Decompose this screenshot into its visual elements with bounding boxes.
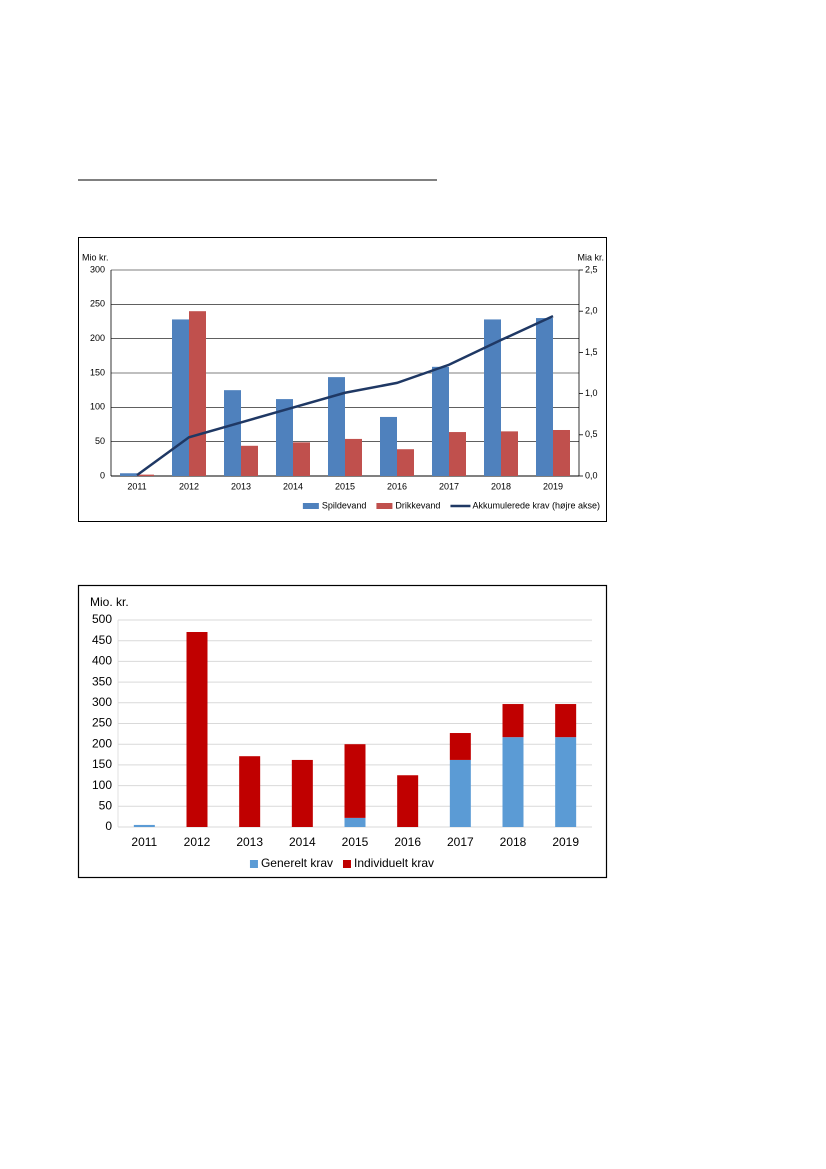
bar-segment [186,632,208,827]
legend-swatch [376,503,393,509]
y-tick-label: 250 [92,716,112,730]
bar-segment [502,737,524,827]
x-tick-label: 2016 [387,481,407,491]
bar [224,390,241,476]
bar [189,311,206,476]
bar [380,416,397,476]
x-tick-label: 2014 [289,835,316,849]
y-tick-label: 150 [90,367,105,377]
bar [241,445,258,476]
y-tick-label: 500 [92,612,112,626]
bar-segment [555,737,577,827]
y-tick-label: 200 [90,333,105,343]
y2-tick-label: 0,0 [585,470,598,480]
bar-segment [502,704,524,738]
x-tick-label: 2011 [131,835,157,849]
y2-axis-unit: Mia kr. [577,252,604,262]
bar [120,473,137,476]
bar [328,377,345,476]
legend: Spildevand Drikkevand Akkumulerede krav (h… [302,500,600,510]
y-tick-label: 100 [92,778,112,792]
bar [484,319,501,476]
bar [276,399,293,476]
legend-label: Drikkevand [395,500,440,510]
legend-label: Akkumulerede krav (højre akse) [472,500,600,510]
bar [172,319,189,476]
x-tick-label: 2017 [439,481,459,491]
line-series [136,315,554,477]
chart: Mio. kr. 0 50 100 150 200 250 300 350 400 450 500 20… [90,595,592,870]
y-tick-label: 50 [99,798,113,812]
bar-segment [344,744,366,818]
y-tick-label: 0 [100,470,105,480]
bar [536,318,553,476]
y-tick-label: 300 [90,264,105,274]
y-tick-label: 300 [92,695,112,709]
bar-segment [397,775,419,827]
bar [449,432,466,476]
bar-segment [291,759,313,827]
legend-label: Spildevand [322,500,367,510]
y-tick-label: 0 [105,819,112,833]
y2-tick-label: 2,0 [585,306,598,316]
y-tick-label: 350 [92,674,112,688]
x-tick-label: 2012 [184,835,211,849]
y2-tick-label: 1,0 [585,388,598,398]
y-tick-label: 50 [95,436,105,446]
chart-frame [77,584,608,879]
y2-tick-label: 2,5 [585,264,598,274]
bar-segment [133,824,155,827]
y-tick-label: 150 [92,757,112,771]
chart-frame [78,237,607,522]
x-tick-label: 2017 [447,835,474,849]
bar-segment [344,817,366,827]
bar [293,442,310,476]
y2-tick-label: 0,5 [585,429,598,439]
x-tick-label: 2013 [231,481,251,491]
y-tick-label: 400 [92,654,112,668]
x-tick-label: 2013 [236,835,263,849]
bar [432,366,449,476]
legend-label: Generelt krav [261,856,333,870]
legend-swatch [342,860,351,868]
bar-segment [449,733,471,760]
chart: Mio kr. Mia kr. 0 50 100 150 200 250 300 0,0 0,5 1,… [82,252,604,510]
y2-tick-label: 1,5 [585,347,598,357]
bar-segment [449,759,471,827]
bar [137,474,154,476]
x-tick-label: 2016 [394,835,421,849]
y-tick-label: 100 [90,402,105,412]
bar [553,429,570,476]
bar [345,438,362,476]
y-tick-label: 250 [90,299,105,309]
x-tick-label: 2015 [335,481,355,491]
bar-segment [555,704,577,738]
legend-label: Individuelt krav [354,856,434,870]
x-tick-label: 2012 [179,481,199,491]
x-tick-label: 2015 [342,835,369,849]
bar [501,431,518,476]
y-tick-label: 200 [92,736,112,750]
legend: Generelt krav Individuelt krav [249,856,434,870]
legend-swatch [249,860,258,868]
y-tick-label: 450 [92,633,112,647]
y-axis-unit: Mio kr. [82,252,109,262]
x-tick-label: 2018 [500,835,527,849]
y-axis-unit: Mio. kr. [90,595,129,609]
x-tick-label: 2019 [543,481,563,491]
x-tick-label: 2011 [127,481,146,491]
x-tick-label: 2018 [491,481,511,491]
x-tick-label: 2014 [283,481,303,491]
bar-segment [239,756,261,827]
x-tick-label: 2019 [552,835,579,849]
legend-swatch [302,503,319,509]
bar [397,449,414,476]
